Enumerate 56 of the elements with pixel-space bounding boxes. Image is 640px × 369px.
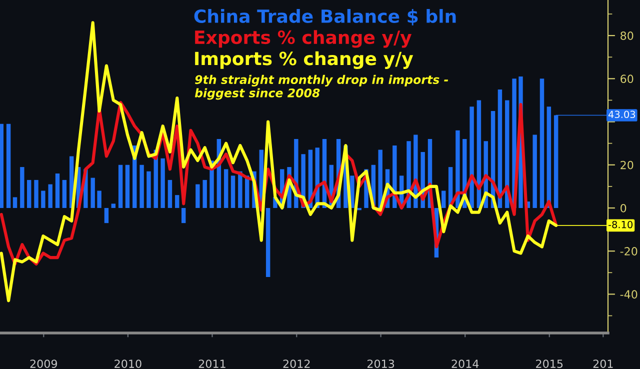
bar: [118, 164, 123, 208]
bar: [202, 180, 207, 208]
bar: [181, 208, 186, 224]
bar: [540, 78, 544, 208]
bar: [378, 150, 382, 208]
bar: [111, 204, 116, 208]
bar: [168, 180, 172, 208]
bar: [160, 158, 165, 208]
bar: [55, 173, 60, 208]
bar: [6, 124, 11, 208]
bar: [357, 208, 362, 210]
x-tick-label: 2010: [114, 360, 142, 368]
bar: [442, 190, 446, 208]
y-tick-label: 0: [620, 204, 626, 212]
bar: [104, 208, 109, 224]
series-label: Imports % change y/y: [195, 51, 414, 69]
y-tick-label: -40: [620, 290, 638, 299]
annotation: 9th straight monthly drop in imports - biggest since 2008: [194, 74, 448, 100]
data-label: 43.03: [608, 110, 636, 118]
bar: [532, 134, 537, 208]
text: China Trade Balance $ bln: [194, 9, 456, 26]
bar: [498, 89, 502, 208]
x-tick-label: 201: [593, 360, 613, 368]
bar: [266, 208, 270, 277]
bar: [456, 130, 460, 208]
bar: [230, 176, 236, 208]
bar: [41, 190, 46, 208]
y-tick-label: 20: [620, 160, 634, 170]
x-tick-label: 2012: [283, 360, 310, 368]
text: Exports % change y/y: [195, 30, 412, 48]
bar: [140, 164, 144, 208]
bar: [90, 178, 95, 208]
bar: [20, 167, 24, 208]
bar: [48, 184, 52, 208]
bar: [224, 169, 228, 208]
bar: [97, 190, 102, 208]
bar: [175, 195, 180, 208]
x-tick-label: 2015: [536, 360, 563, 368]
x-tick-label: 2014: [452, 360, 479, 368]
bar: [238, 171, 242, 208]
bar: [196, 184, 200, 208]
bar: [0, 124, 4, 208]
data-label: -8.10: [608, 220, 633, 228]
y-tick-label: 60: [620, 74, 634, 84]
y-tick-label: 80: [620, 32, 634, 40]
bar: [26, 180, 32, 208]
bar: [12, 197, 18, 208]
bar: [125, 164, 130, 208]
bar: [146, 171, 151, 208]
bar: [34, 180, 38, 208]
x-tick-label: 2009: [30, 360, 57, 368]
x-tick-label: 2013: [367, 360, 394, 368]
bar: [62, 180, 67, 208]
bar: [470, 106, 474, 208]
y-tick-label: -20: [620, 247, 638, 256]
x-tick-label: 2011: [198, 360, 226, 368]
